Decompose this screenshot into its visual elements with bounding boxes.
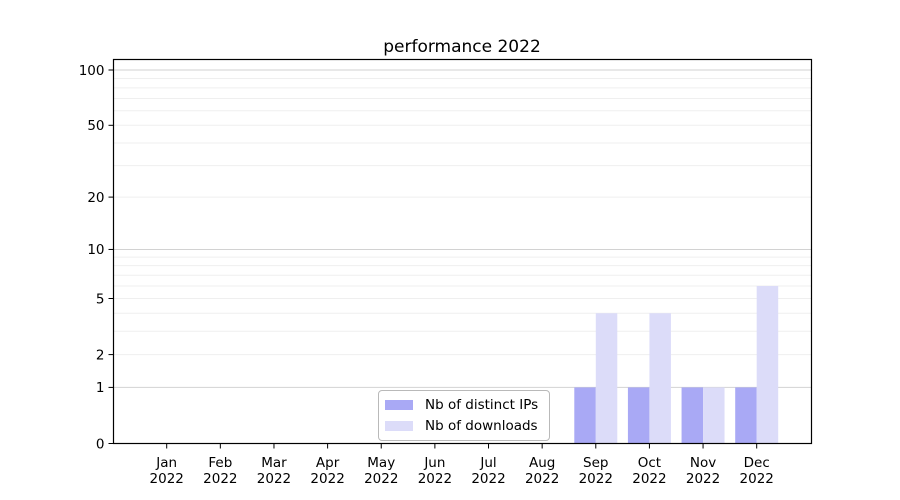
x-tick-label-month: Feb bbox=[208, 455, 232, 471]
bar-downloads-oct bbox=[649, 313, 671, 444]
legend-label-downloads: Nb of downloads bbox=[425, 418, 538, 434]
y-tick-label: 10 bbox=[87, 242, 104, 258]
bar-downloads-dec bbox=[756, 286, 779, 444]
bar-distinct-ips-dec bbox=[735, 387, 757, 444]
x-tick-label-year: 2022 bbox=[686, 471, 720, 487]
x-tick-label-month: Jan bbox=[155, 455, 177, 471]
legend-swatch-downloads bbox=[385, 421, 413, 431]
x-tick-label-year: 2022 bbox=[150, 471, 184, 487]
x-tick-label-year: 2022 bbox=[203, 471, 237, 487]
y-tick-label: 0 bbox=[96, 436, 105, 452]
x-tick-label-month: Nov bbox=[690, 455, 716, 471]
x-tick-label-year: 2022 bbox=[471, 471, 505, 487]
x-tick-label-year: 2022 bbox=[310, 471, 344, 487]
x-tick-label-year: 2022 bbox=[418, 471, 452, 487]
legend-item-downloads: Nb of downloads bbox=[385, 417, 541, 435]
y-tick-label: 100 bbox=[79, 63, 105, 79]
x-tick-label-year: 2022 bbox=[364, 471, 398, 487]
plot-spines bbox=[112, 58, 813, 445]
x-tick-label-year: 2022 bbox=[525, 471, 559, 487]
y-tick-label: 20 bbox=[87, 190, 104, 206]
chart-title: performance 2022 bbox=[383, 37, 541, 57]
y-tick-label: 1 bbox=[96, 380, 105, 396]
x-tick-label-month: Dec bbox=[744, 455, 770, 471]
x-tick-label-month: Mar bbox=[261, 455, 287, 471]
bar-distinct-ips-nov bbox=[681, 387, 704, 444]
bar-distinct-ips-sep bbox=[574, 387, 596, 444]
legend: Nb of distinct IPs Nb of downloads bbox=[378, 390, 550, 441]
x-tick-label-year: 2022 bbox=[740, 471, 774, 487]
x-tick-label-month: Jun bbox=[423, 455, 445, 471]
bar-downloads-sep bbox=[595, 313, 618, 444]
bar-downloads-nov bbox=[703, 387, 725, 444]
x-tick-label-month: Sep bbox=[583, 455, 608, 471]
x-tick-label-month: Aug bbox=[529, 455, 555, 471]
x-tick-label-year: 2022 bbox=[632, 471, 666, 487]
legend-item-distinct-ips: Nb of distinct IPs bbox=[385, 396, 541, 414]
x-tick-label-month: Oct bbox=[638, 455, 661, 471]
legend-label-distinct-ips: Nb of distinct IPs bbox=[425, 397, 539, 413]
x-tick-label-year: 2022 bbox=[579, 471, 613, 487]
x-tick-label-month: Jul bbox=[479, 455, 496, 471]
bar-distinct-ips-oct bbox=[627, 387, 650, 444]
x-tick-label-year: 2022 bbox=[257, 471, 291, 487]
x-tick-label-month: May bbox=[367, 455, 395, 471]
x-tick-label-month: Apr bbox=[316, 455, 340, 471]
legend-swatch-distinct-ips bbox=[385, 400, 413, 410]
y-tick-label: 5 bbox=[96, 291, 105, 307]
y-tick-label: 50 bbox=[87, 118, 104, 134]
y-tick-label: 2 bbox=[96, 347, 105, 363]
